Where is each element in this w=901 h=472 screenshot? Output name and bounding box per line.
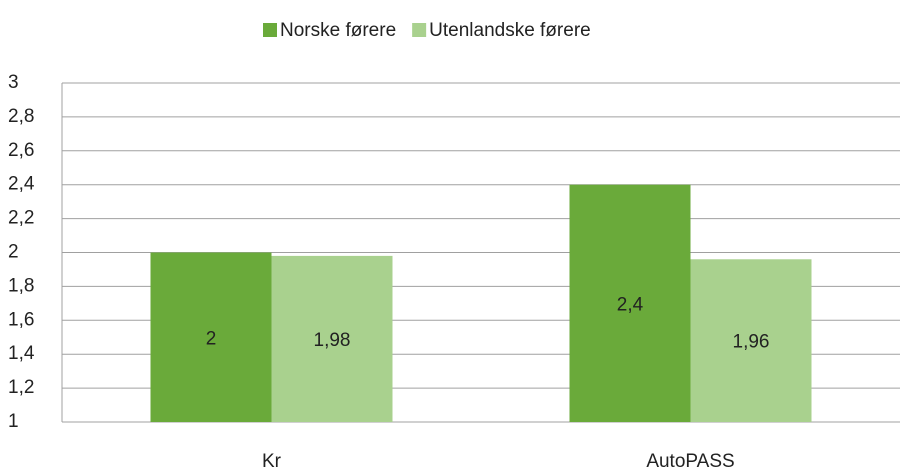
value-label: 2,4 — [617, 294, 644, 315]
y-tick-label: 2,6 — [8, 140, 34, 161]
bar — [271, 255, 393, 422]
bar — [569, 184, 691, 422]
y-tick-label: 1,6 — [8, 309, 34, 330]
legend-label: Utenlandske førere — [429, 20, 591, 41]
y-tick-label: 2,4 — [8, 174, 35, 195]
value-label: 1,98 — [314, 330, 351, 351]
x-tick-label: AutoPASS — [646, 451, 734, 472]
y-tick-label: 2 — [8, 242, 19, 263]
value-label: 1,96 — [733, 332, 770, 353]
bar — [690, 259, 812, 422]
legend-swatch — [263, 23, 277, 37]
value-label: 2 — [206, 328, 217, 349]
x-tick-label: Kr — [262, 451, 282, 472]
y-tick-label: 1,4 — [8, 343, 35, 364]
y-tick-label: 1,8 — [8, 275, 34, 296]
y-tick-label: 3 — [8, 72, 19, 93]
y-tick-label: 2,2 — [8, 208, 34, 229]
bar — [150, 252, 272, 422]
legend-swatch — [412, 23, 427, 37]
y-tick-label: 1,2 — [8, 377, 34, 398]
y-tick-label: 2,8 — [8, 106, 34, 127]
legend-label: Norske førere — [280, 20, 396, 41]
y-tick-label: 1 — [8, 411, 19, 432]
